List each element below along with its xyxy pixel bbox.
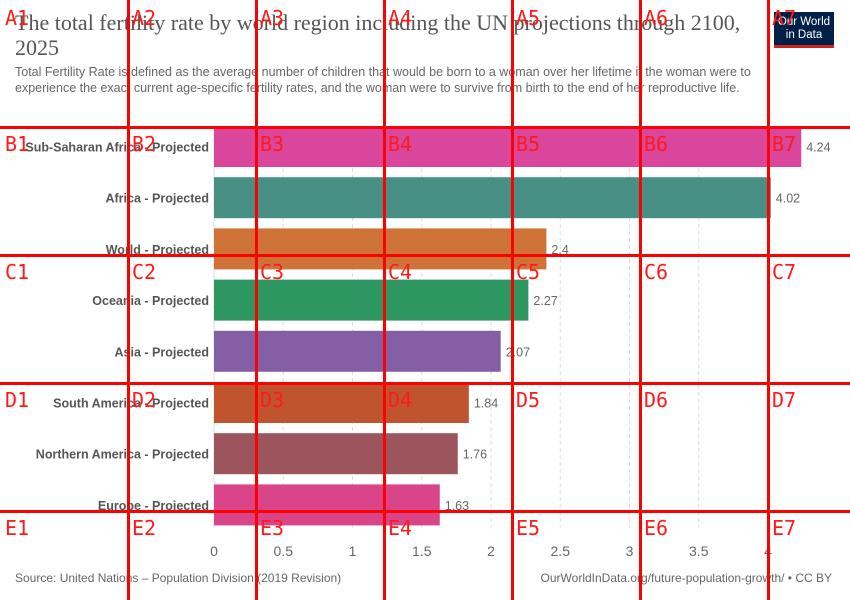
grid-cell-label: E7	[772, 516, 797, 540]
grid-cell-label: D3	[260, 388, 285, 412]
category-label: World - Projected	[106, 243, 209, 257]
grid-cell-label: C2	[132, 260, 157, 284]
grid-vertical-line	[127, 0, 130, 600]
grid-horizontal-line	[0, 254, 850, 257]
category-label: Northern America - Projected	[36, 448, 209, 462]
source-url[interactable]: OurWorldInData.org/future-population-gro…	[540, 571, 832, 585]
bar	[214, 484, 440, 526]
grid-cell-label: B5	[516, 132, 541, 156]
chart-title: The total fertility rate by world region…	[15, 10, 741, 60]
value-label: 2.27	[533, 294, 557, 308]
grid-cell-label: A2	[132, 6, 157, 30]
value-label: 4.24	[806, 141, 830, 155]
chart-subtitle: Total Fertility Rate is defined as the a…	[15, 65, 751, 95]
grid-cell-label: C5	[516, 260, 541, 284]
grid-cell-label: A5	[516, 6, 541, 30]
grid-vertical-line	[639, 0, 642, 600]
bar	[214, 279, 529, 321]
grid-vertical-line	[383, 0, 386, 600]
grid-cell-label: C6	[644, 260, 669, 284]
value-label: 1.63	[445, 499, 469, 513]
grid-cell-label: B4	[388, 132, 413, 156]
grid-cell-label: A4	[388, 6, 413, 30]
logo-text-line1: Our World	[777, 16, 831, 28]
grid-vertical-line	[767, 0, 770, 600]
value-label: 4.02	[776, 192, 800, 206]
x-tick-label: 1	[349, 543, 357, 559]
value-label: 2.4	[551, 243, 568, 257]
grid-cell-label: C3	[260, 260, 285, 284]
bar	[214, 177, 771, 219]
grid-horizontal-line	[0, 382, 850, 385]
grid-cell-label: B2	[132, 132, 157, 156]
bar	[214, 228, 547, 270]
grid-cell-label: E1	[5, 516, 30, 540]
grid-cell-label: B1	[5, 132, 30, 156]
grid-cell-label: A3	[260, 6, 285, 30]
grid-cell-label: B3	[260, 132, 285, 156]
grid-cell-label: B7	[772, 132, 797, 156]
category-label: South America - Projected	[53, 397, 209, 411]
grid-cell-label: A1	[5, 6, 30, 30]
grid-cell-label: E5	[516, 516, 541, 540]
x-tick-label: 2.5	[551, 543, 571, 559]
grid-cell-label: A6	[644, 6, 669, 30]
grid-cell-label: C4	[388, 260, 413, 284]
value-label: 1.84	[474, 397, 498, 411]
bar	[214, 433, 458, 475]
grid-cell-label: D7	[772, 388, 797, 412]
grid-cell-label: E3	[260, 516, 285, 540]
grid-cell-label: E6	[644, 516, 669, 540]
grid-cell-label: C7	[772, 260, 797, 284]
grid-cell-label: E2	[132, 516, 157, 540]
source-note[interactable]: Source: United Nations – Population Divi…	[15, 571, 342, 585]
grid-cell-label: C1	[5, 260, 30, 284]
owid-logo[interactable]: Our World in Data	[774, 12, 834, 48]
grid-cell-label: E4	[388, 516, 413, 540]
grid-cell-label: D1	[5, 388, 30, 412]
grid-vertical-line	[511, 0, 514, 600]
bar	[214, 126, 802, 167]
value-label: 1.76	[463, 448, 487, 462]
category-label: Africa - Projected	[105, 192, 209, 206]
grid-cell-label: D6	[644, 388, 669, 412]
bar	[214, 382, 469, 423]
category-label: Europe - Projected	[98, 499, 209, 513]
grid-cell-label: B6	[644, 132, 669, 156]
x-tick-label: 0	[210, 543, 218, 559]
grid-vertical-line	[255, 0, 258, 600]
logo-text-line2: in Data	[785, 29, 823, 41]
category-label: Asia - Projected	[115, 345, 209, 359]
logo-accent-bar	[774, 45, 834, 48]
bar	[214, 330, 501, 372]
x-tick-label: 3	[626, 543, 634, 559]
category-label: Sub-Saharan Africa - Projected	[25, 141, 209, 155]
category-label: Oceania - Projected	[92, 294, 209, 308]
x-tick-label: 1.5	[412, 543, 432, 559]
value-label: 2.07	[506, 345, 530, 359]
x-tick-label: 0.5	[274, 543, 294, 559]
grid-cell-label: A7	[772, 6, 797, 30]
grid-horizontal-line	[0, 510, 850, 513]
grid-cell-label: D4	[388, 388, 413, 412]
x-tick-label: 2	[487, 543, 495, 559]
grid-cell-label: D5	[516, 388, 541, 412]
grid-cell-label: D2	[132, 388, 157, 412]
grid-horizontal-line	[0, 126, 850, 129]
x-tick-label: 3.5	[689, 543, 709, 559]
